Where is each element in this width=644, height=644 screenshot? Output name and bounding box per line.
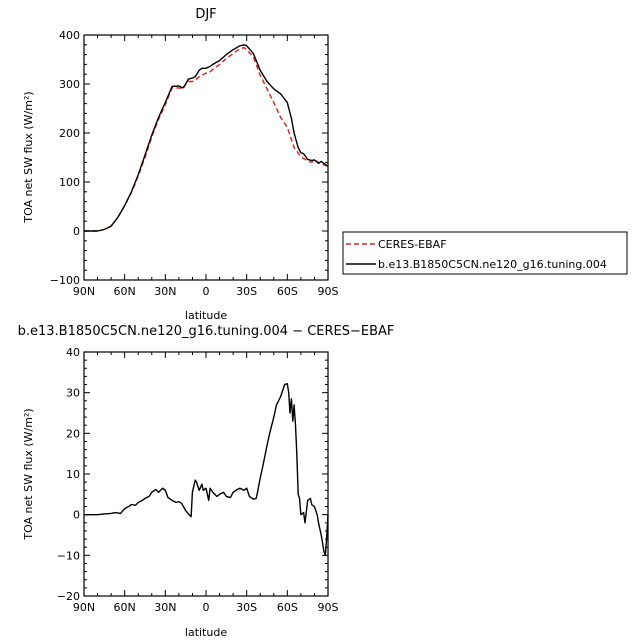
top-chart-x-axis-label: latitude <box>185 309 227 322</box>
x-tick-label: 30S <box>236 601 257 614</box>
series-line-0 <box>84 383 329 556</box>
top-chart-title: DJF <box>195 7 216 22</box>
bottom-chart-plot-frame <box>83 351 329 597</box>
series-line-0 <box>84 47 329 232</box>
y-tick-label: 0 <box>73 225 80 238</box>
x-tick-label: 60S <box>277 601 298 614</box>
y-tick-label: 400 <box>59 29 80 42</box>
legend-label-ceres: CERES-EBAF <box>378 238 447 251</box>
series-line-1 <box>84 44 329 232</box>
x-tick-label: 60N <box>114 601 136 614</box>
top-chart-y-axis-label: TOA net SW flux (W/m²) <box>22 91 35 223</box>
bottom-chart: b.e13.B1850C5CN.ne120_g16.tuning.004 − C… <box>18 324 395 639</box>
y-tick-label: 300 <box>59 78 80 91</box>
y-tick-label: 0 <box>73 509 80 522</box>
x-tick-label: 30S <box>236 285 257 298</box>
x-tick-label: 30N <box>154 285 176 298</box>
top-chart-legend: CERES-EBAF b.e13.B1850C5CN.ne120_g16.tun… <box>342 231 628 275</box>
x-tick-label: 60N <box>114 285 136 298</box>
legend-box <box>342 231 628 275</box>
y-tick-label: 40 <box>66 346 80 359</box>
y-tick-label: 30 <box>66 387 80 400</box>
y-tick-label: 100 <box>59 176 80 189</box>
x-tick-label: 0 <box>203 285 210 298</box>
x-tick-label: 0 <box>203 601 210 614</box>
top-chart-plot-frame <box>83 34 329 281</box>
x-tick-label: 30N <box>154 601 176 614</box>
y-tick-label: 20 <box>66 427 80 440</box>
x-tick-label: 90S <box>318 601 339 614</box>
x-tick-label: 60S <box>277 285 298 298</box>
y-tick-label: −100 <box>50 274 80 287</box>
x-tick-label: 90N <box>73 285 95 298</box>
bottom-chart-title: b.e13.B1850C5CN.ne120_g16.tuning.004 − C… <box>18 324 395 339</box>
legend-label-model: b.e13.B1850C5CN.ne120_g16.tuning.004 <box>378 258 607 271</box>
y-tick-label: 10 <box>66 468 80 481</box>
y-tick-label: 200 <box>59 127 80 140</box>
top-chart: DJF 90N 60N 30N 0 30S 60S 90S −100 0 100 200 300 400… <box>22 7 628 322</box>
x-tick-label: 90S <box>318 285 339 298</box>
y-tick-label: −10 <box>57 549 80 562</box>
bottom-chart-y-axis-label: TOA net SW flux (W/m²) <box>22 408 35 540</box>
y-tick-label: −20 <box>57 590 80 603</box>
bottom-chart-x-axis-label: latitude <box>185 626 227 639</box>
x-tick-label: 90N <box>73 601 95 614</box>
